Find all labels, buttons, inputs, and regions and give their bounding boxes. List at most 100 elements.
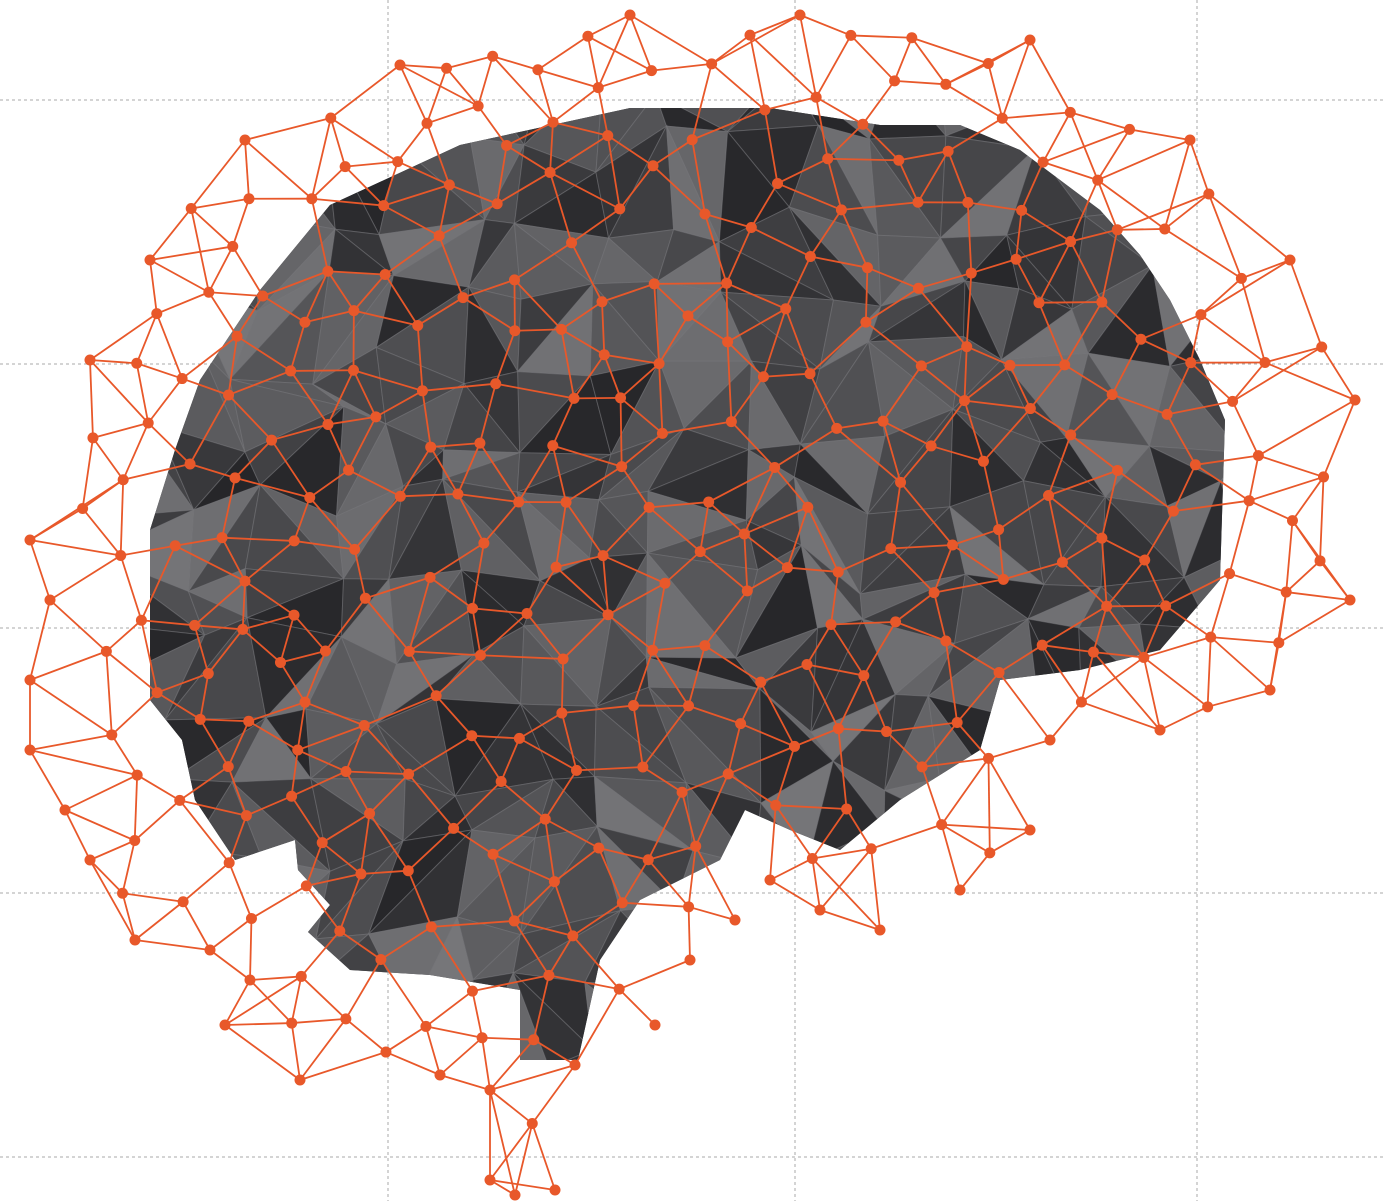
edge <box>774 746 796 806</box>
edge <box>92 422 149 439</box>
edge <box>179 799 247 817</box>
edge <box>1241 259 1291 280</box>
edge <box>304 650 327 703</box>
node <box>430 690 442 702</box>
edge <box>1190 362 1234 403</box>
edge <box>249 975 302 981</box>
edge <box>471 990 484 1038</box>
node <box>129 835 141 847</box>
edge <box>1210 636 1279 644</box>
edge <box>1257 399 1356 457</box>
edge <box>310 198 329 272</box>
node <box>203 286 215 298</box>
edge <box>658 363 664 434</box>
edge <box>479 383 497 444</box>
edge <box>947 117 1003 152</box>
node <box>1243 495 1255 507</box>
edge <box>134 799 181 842</box>
edge <box>439 1037 483 1076</box>
edge <box>691 63 713 140</box>
edge <box>430 926 474 992</box>
edge <box>921 721 958 768</box>
facet <box>387 1074 468 1131</box>
facet <box>794 984 891 1060</box>
edge <box>89 359 149 424</box>
edge <box>1092 651 1161 731</box>
edge <box>492 854 516 922</box>
edge <box>360 869 409 875</box>
edge <box>1248 476 1324 502</box>
edge <box>156 691 201 721</box>
facet <box>872 1124 959 1201</box>
facet <box>1152 847 1225 937</box>
edge <box>620 466 650 508</box>
node <box>936 819 948 831</box>
edge <box>965 273 973 347</box>
facet <box>994 829 1106 938</box>
edge <box>200 718 249 723</box>
edge <box>708 466 776 503</box>
facet <box>1001 723 1084 798</box>
edge <box>691 139 706 215</box>
edge <box>1291 476 1325 522</box>
node <box>947 539 959 551</box>
edge <box>429 542 485 579</box>
edge <box>135 313 158 364</box>
node <box>682 310 694 322</box>
node <box>925 440 937 452</box>
edge <box>477 105 508 147</box>
edge <box>191 197 250 210</box>
facet <box>1037 1111 1065 1199</box>
edge <box>345 725 366 772</box>
node <box>735 718 747 730</box>
edge <box>691 109 766 141</box>
edge <box>1165 605 1212 638</box>
edge <box>133 775 139 841</box>
edge <box>449 184 498 205</box>
node <box>647 160 659 172</box>
edge <box>482 1036 534 1041</box>
node <box>616 897 628 909</box>
edge <box>1189 314 1202 363</box>
facet <box>1000 757 1085 832</box>
node <box>452 488 464 500</box>
edge <box>1129 128 1191 141</box>
edge <box>688 705 741 725</box>
edge <box>941 823 991 854</box>
edge <box>352 369 377 418</box>
edge <box>897 159 919 203</box>
facet <box>1317 620 1369 717</box>
edge <box>688 905 736 921</box>
edge <box>827 157 899 162</box>
node <box>656 427 668 439</box>
edge <box>750 183 779 228</box>
edge <box>865 321 922 367</box>
edge <box>208 246 234 293</box>
edge <box>947 150 969 203</box>
node <box>421 117 433 129</box>
edge <box>956 671 1000 724</box>
edge <box>299 1051 387 1081</box>
edge <box>29 539 121 557</box>
edge <box>743 467 776 535</box>
facet <box>1345 902 1384 981</box>
edge <box>809 373 838 429</box>
edge <box>89 359 137 365</box>
node <box>592 82 604 94</box>
edge <box>399 64 479 107</box>
node <box>806 852 818 864</box>
edge <box>548 935 574 976</box>
edge <box>513 920 574 937</box>
facet <box>1351 238 1384 301</box>
facet <box>150 1009 179 1060</box>
edge <box>652 165 706 215</box>
edge <box>763 109 779 184</box>
edge <box>845 808 872 850</box>
node <box>1037 156 1049 168</box>
edge <box>1029 407 1072 436</box>
edge <box>29 599 51 681</box>
edge <box>987 63 1004 119</box>
edge <box>1210 636 1271 691</box>
facet <box>1378 496 1384 570</box>
edge <box>426 122 451 186</box>
